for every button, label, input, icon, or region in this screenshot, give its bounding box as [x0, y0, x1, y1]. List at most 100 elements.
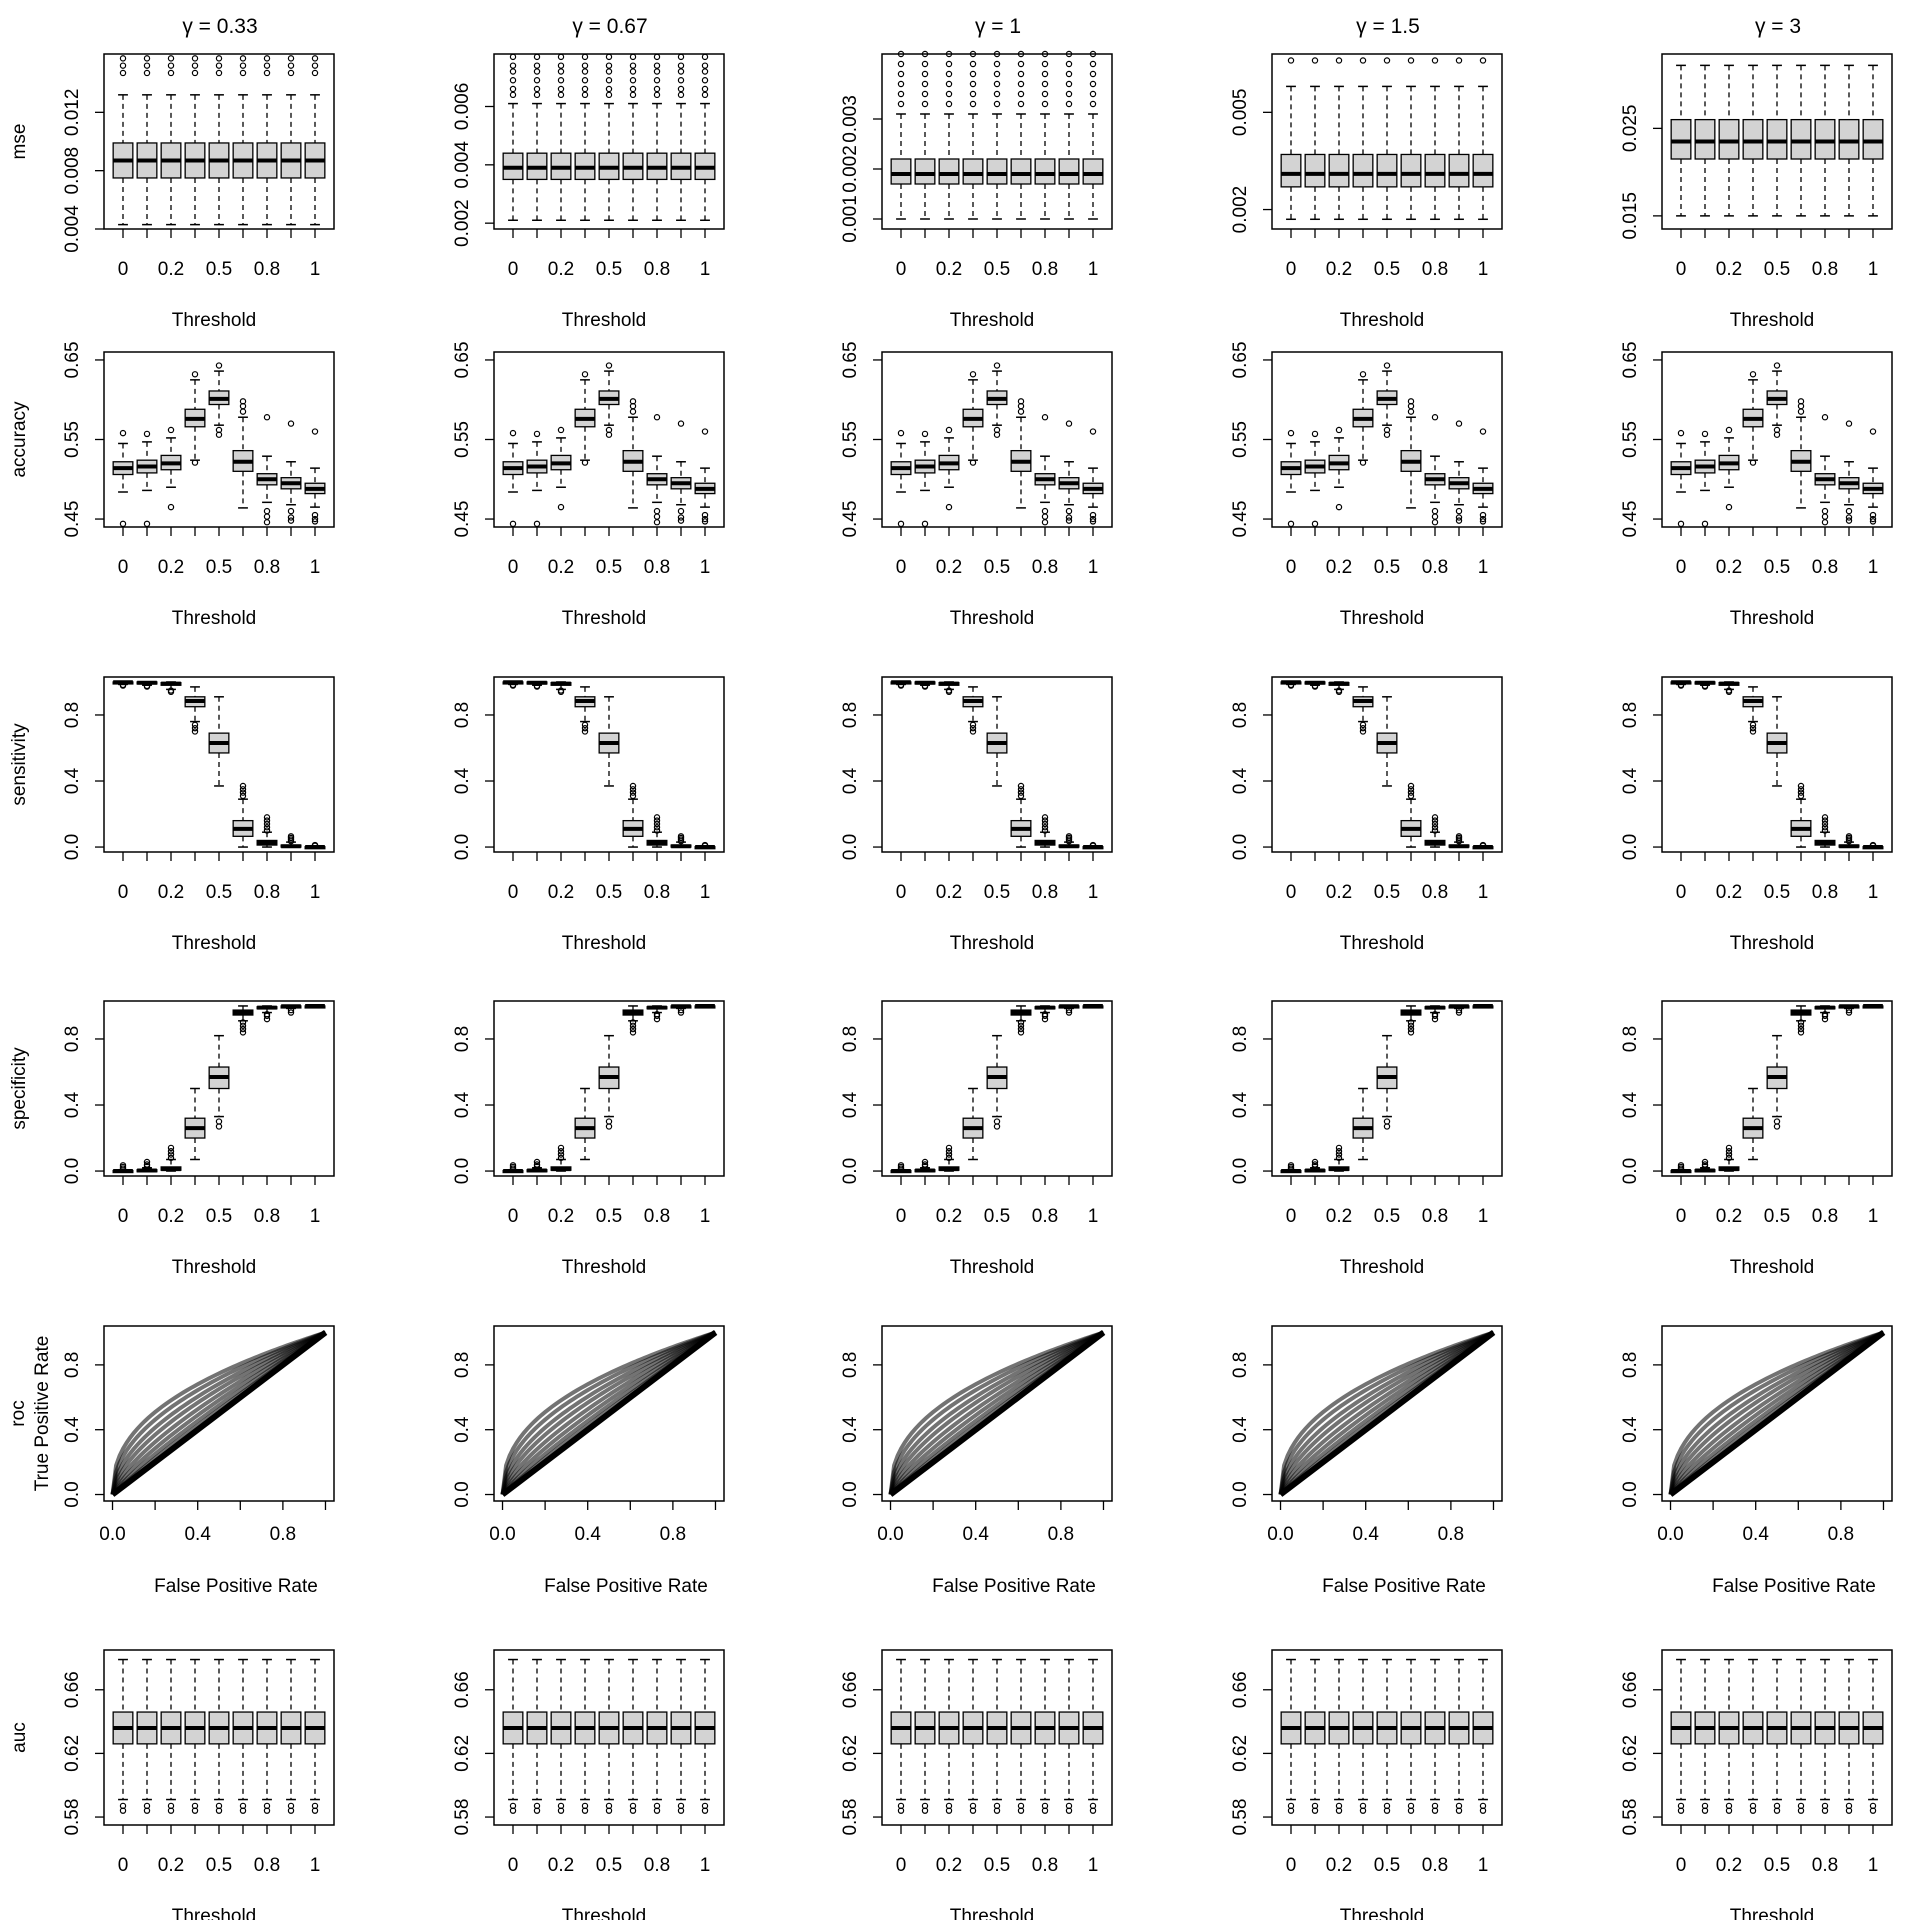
y-tick-label: 0.8: [1620, 702, 1641, 728]
x-tick-label: 0.8: [1422, 1855, 1448, 1876]
x-axis: 0 0.2 0.5 0.8 1 Threshold: [508, 852, 710, 954]
y-tick-label: 0.65: [1230, 341, 1251, 378]
panel-specificity-0: 0 0.2 0.5 0.8 1 Threshold 0.0 0.4 0.8: [62, 1000, 335, 1278]
x-tick-label: 0.0: [489, 1524, 515, 1545]
panel-roc-1: 0.0 0.4 0.8 False Positive Rate 0.0 0.4 0.8: [452, 1325, 725, 1597]
box-6: [1034, 50, 1056, 220]
x-tick-label: 0.8: [270, 1524, 296, 1545]
outlier-point: [1431, 1011, 1439, 1018]
box-5: [1790, 1005, 1812, 1036]
x-tick-label: 0.5: [984, 557, 1010, 578]
box-body: [1790, 118, 1812, 160]
box-body: [1838, 118, 1860, 160]
y-tick-label: 0.66: [1230, 1671, 1251, 1708]
y-axis: 0.015 0.025: [1620, 105, 1662, 240]
box-0: [890, 1162, 912, 1174]
outlier-point: [677, 514, 685, 521]
box-0: [1670, 64, 1692, 217]
outlier-point: [1287, 681, 1295, 689]
outlier-point: [1773, 1802, 1781, 1810]
x-tick-label: 0: [118, 1206, 129, 1227]
outlier-point: [263, 513, 271, 520]
x-axis: 0 0.2 0.5 0.8 1 Threshold: [118, 527, 320, 629]
ylabel-text: sensitivity: [9, 723, 30, 806]
x-axis: 0 0.2 0.5 0.8 1 Threshold: [1676, 1825, 1878, 1920]
box-4: [1376, 1658, 1398, 1814]
panel-auc-1: 0 0.2 0.5 0.8 1 Threshold 0.58 0.62 0.66: [452, 1649, 725, 1920]
outlier-point: [1479, 1802, 1487, 1810]
box-0: [502, 53, 524, 221]
outlier-point: [167, 1148, 175, 1155]
outlier-point: [1845, 514, 1853, 521]
outlier-point: [287, 55, 295, 62]
roc-diagonal: [888, 1330, 1106, 1497]
outlier-point: [1797, 782, 1805, 790]
outlier-point: [605, 53, 613, 61]
y-tick-label: 0.008: [62, 147, 83, 195]
x-axis-label: Threshold: [950, 933, 1035, 954]
box-1: [1694, 1158, 1716, 1173]
column-title-4: γ = 3: [1755, 15, 1801, 38]
box-3: [1742, 1658, 1764, 1814]
box-4: [986, 1034, 1008, 1130]
y-tick-label: 0.62: [1230, 1735, 1251, 1772]
box-1: [914, 680, 936, 690]
y-tick-label: 0.55: [452, 421, 473, 458]
box-3: [1742, 64, 1764, 217]
outlier-point: [653, 85, 661, 93]
box-2: [550, 53, 572, 221]
y-axis: 0.0 0.4 0.8: [452, 702, 494, 860]
box-body: [1376, 153, 1398, 188]
box-body: [1448, 153, 1470, 188]
outlier-point: [1017, 792, 1025, 800]
box-8: [304, 428, 326, 525]
outlier-point: [509, 1162, 517, 1169]
outlier-point: [1821, 814, 1829, 821]
outlier-point: [215, 1802, 223, 1810]
panel-mse-0: 0 0.2 0.5 0.8 1 Threshold 0.004 0.008 0.012: [62, 53, 335, 331]
box-2: [1718, 1658, 1740, 1814]
x-tick-label: 0.0: [1267, 1524, 1293, 1545]
outlier-point: [677, 1802, 685, 1810]
outlier-point: [1725, 426, 1733, 434]
outlier-point: [1797, 1025, 1805, 1033]
outlier-point: [1383, 1802, 1391, 1810]
outlier-point: [557, 91, 565, 99]
outlier-point: [557, 1802, 565, 1810]
box-8: [1862, 841, 1884, 850]
box-5: [232, 1005, 254, 1036]
outlier-point: [1089, 60, 1097, 68]
outlier-point: [1407, 789, 1415, 796]
outlier-point: [263, 1011, 271, 1018]
outlier-point: [921, 100, 929, 108]
box-body: [1010, 158, 1032, 185]
outlier-point: [1359, 728, 1367, 735]
box-body: [1082, 158, 1104, 185]
outlier-point: [533, 85, 541, 93]
outlier-point: [1017, 100, 1025, 108]
boxes: [112, 1658, 326, 1814]
panel-roc-2: 0.0 0.4 0.8 False Positive Rate 0.0 0.4 0.8: [840, 1325, 1113, 1597]
box-7: [1058, 50, 1080, 220]
y-tick-label: 0.0: [62, 834, 83, 860]
outlier-point: [897, 100, 905, 108]
panel-mse-4: 0 0.2 0.5 0.8 1 Threshold 0.015 0.025: [1620, 53, 1893, 331]
y-axis: 0.0 0.4 0.8: [840, 1352, 882, 1508]
x-tick-label: 0.2: [936, 882, 962, 903]
y-tick-label: 0.8: [1230, 1352, 1251, 1378]
outlier-point: [921, 682, 929, 690]
outlier-point: [533, 682, 541, 690]
x-axis-label: Threshold: [1340, 933, 1425, 954]
y-tick-label: 0.002: [1230, 186, 1251, 234]
box-2: [1328, 1144, 1350, 1172]
box-6: [646, 1005, 668, 1023]
outlier-point: [1701, 1158, 1709, 1166]
x-tick-label: 0.8: [1812, 882, 1838, 903]
outlier-point: [1041, 814, 1049, 821]
outlier-point: [1311, 1802, 1319, 1810]
boxes: [890, 50, 1104, 220]
outlier-point: [629, 408, 637, 415]
y-tick-label: 0.4: [62, 1416, 83, 1443]
outlier-point: [1677, 1802, 1685, 1810]
outlier-point: [1017, 789, 1025, 796]
